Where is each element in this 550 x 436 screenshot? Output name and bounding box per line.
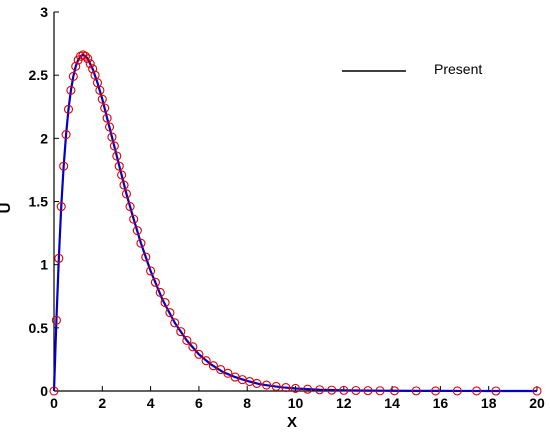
data-point-marker [290, 383, 301, 394]
data-point-marker [125, 202, 135, 212]
data-point-marker [201, 356, 211, 366]
legend: Present [342, 61, 482, 77]
data-point-marker [112, 151, 122, 161]
data-point-marker [136, 238, 146, 248]
series-line-present [52, 53, 538, 393]
data-point-marker [165, 308, 175, 318]
series-layer [49, 50, 542, 396]
data-point-marker [61, 129, 71, 140]
data-point-marker [431, 386, 441, 396]
data-point-marker [303, 384, 313, 394]
data-point-marker [532, 386, 542, 396]
data-point-marker [49, 386, 59, 396]
data-point-marker [66, 85, 76, 95]
data-point-marker [223, 368, 233, 378]
data-point-marker [85, 59, 95, 69]
data-point-marker [315, 385, 325, 395]
data-point-marker [114, 161, 124, 171]
data-point-marker [80, 51, 90, 61]
data-point-marker [121, 189, 131, 199]
y-tick-label: 2.5 [29, 67, 49, 83]
data-point-marker [194, 349, 204, 359]
y-axis-label: U [0, 203, 14, 214]
data-point-marker [170, 318, 180, 328]
data-point-marker [83, 54, 93, 64]
data-point-marker [119, 180, 129, 190]
data-point-marker [411, 386, 421, 396]
data-point-marker [216, 364, 226, 375]
data-point-marker [129, 214, 139, 224]
data-point-marker [208, 361, 218, 371]
data-point-marker [107, 132, 117, 142]
data-point-marker [68, 71, 78, 81]
data-point-marker [271, 381, 281, 392]
data-point-marker [281, 383, 291, 393]
data-point-marker [155, 287, 165, 298]
legend-entry-present: Present [434, 61, 482, 77]
x-axis-label: X [287, 414, 297, 431]
data-point-marker [176, 327, 186, 337]
data-point-marker [472, 386, 482, 396]
data-point-marker [389, 386, 400, 396]
data-point-marker [339, 385, 349, 395]
x-tick-label: 0 [50, 395, 58, 411]
y-tick-label: 0.5 [29, 320, 49, 336]
data-point-marker [351, 385, 361, 396]
data-point-marker [95, 85, 105, 95]
data-point-marker [56, 202, 66, 212]
x-tick-label: 8 [243, 395, 251, 411]
data-point-marker [104, 122, 115, 132]
data-point-marker [102, 113, 112, 123]
y-axis-ticks: 0 0.5 1 1.5 2 2.5 3 [29, 4, 59, 399]
data-point-marker [452, 386, 462, 396]
x-tick-label: 12 [336, 395, 352, 411]
data-point-marker [59, 161, 69, 171]
x-tick-label: 2 [98, 395, 106, 411]
x-tick-label: 20 [529, 395, 545, 411]
data-point-marker [182, 335, 192, 346]
y-tick-label: 3 [40, 4, 48, 20]
data-point-marker [132, 226, 142, 236]
data-point-marker [141, 252, 151, 262]
data-point-marker [146, 266, 156, 276]
data-point-marker [375, 386, 385, 396]
data-point-marker [109, 141, 119, 151]
data-point-marker [63, 104, 74, 114]
data-point-marker [150, 277, 160, 287]
x-tick-label: 6 [195, 395, 203, 411]
data-point-marker [88, 64, 98, 74]
y-tick-label: 1 [40, 257, 48, 273]
data-point-marker [51, 315, 61, 325]
data-point-marker [54, 253, 64, 263]
x-tick-label: 4 [147, 395, 155, 411]
data-point-marker [117, 170, 127, 180]
x-tick-label: 18 [481, 395, 497, 411]
x-tick-label: 16 [433, 395, 449, 411]
x-axis-ticks: 0 2 4 6 8 10 12 14 16 18 20 [50, 386, 545, 411]
x-tick-label: 10 [288, 395, 304, 411]
data-point-marker [188, 342, 198, 352]
y-tick-label: 2 [40, 130, 48, 146]
y-tick-label: 1.5 [29, 194, 49, 210]
data-point-marker [327, 385, 337, 395]
data-point-marker [71, 61, 81, 71]
data-point-marker [160, 298, 170, 308]
data-point-marker [363, 386, 373, 396]
y-tick-label: 0 [40, 383, 48, 399]
data-point-marker [97, 94, 107, 104]
data-point-marker [261, 380, 272, 390]
data-point-marker [491, 386, 501, 396]
x-tick-label: 14 [384, 395, 400, 411]
data-point-marker [252, 378, 262, 388]
data-point-marker [100, 103, 110, 113]
